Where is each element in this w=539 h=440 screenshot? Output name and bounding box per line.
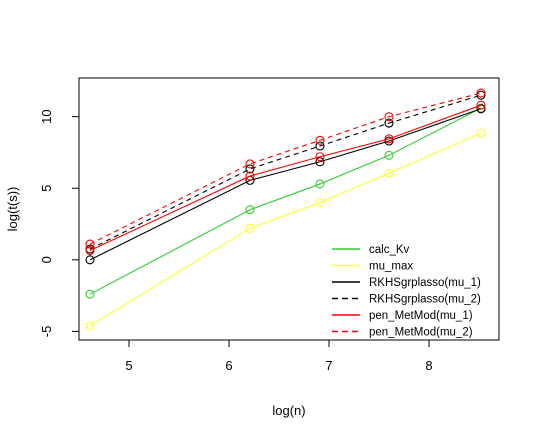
legend-label: RKHSgrplasso(mu_1) (369, 277, 481, 289)
data-point (384, 134, 394, 144)
x-axis-label: log(n) (272, 403, 305, 418)
data-point (476, 88, 486, 98)
data-point (315, 135, 325, 145)
series-5 (85, 88, 486, 249)
data-point (315, 152, 325, 162)
data-point (384, 150, 394, 160)
x-tick-label: 5 (125, 358, 132, 373)
y-tick-label: 10 (39, 109, 54, 123)
data-point (85, 245, 95, 256)
data-point (315, 141, 325, 151)
series-line (89, 104, 482, 252)
series-2 (85, 104, 486, 265)
y-tick-label: 0 (39, 256, 54, 263)
series-line (89, 94, 482, 250)
series-layer (85, 88, 486, 331)
data-point (476, 128, 486, 138)
series-line (89, 132, 482, 327)
legend-label: mu_max (369, 261, 413, 273)
data-point (245, 171, 255, 181)
data-point (245, 164, 255, 174)
data-point (245, 205, 255, 215)
data-point (85, 239, 95, 249)
data-point (315, 179, 325, 189)
data-point (245, 159, 255, 169)
legend-label: RKHSgrplasso(mu_2) (369, 294, 481, 306)
data-point (85, 289, 95, 299)
legend-label: pen_MetMod(mu_2) (369, 327, 473, 339)
series-4 (85, 100, 486, 256)
x-axis: 5 6 7 8 (125, 339, 433, 373)
x-tick-label: 6 (225, 358, 232, 373)
legend: calc_Kv mu_max RKHSgrplasso(mu_1) RKHSgrpla… (332, 244, 481, 339)
y-axis-label: log(t(s)) (5, 187, 20, 232)
y-tick-label: -5 (39, 326, 54, 338)
data-point (85, 321, 95, 331)
data-point (384, 168, 394, 178)
legend-label: pen_MetMod(mu_1) (369, 310, 473, 322)
y-axis: -5 0 5 10 (39, 109, 80, 338)
legend-label: calc_Kv (369, 244, 410, 256)
data-point (384, 118, 394, 128)
data-point (315, 157, 325, 167)
y-tick-label: 5 (39, 185, 54, 192)
data-point (315, 198, 325, 208)
x-tick-label: 8 (425, 358, 432, 373)
series-3 (85, 90, 486, 254)
series-line (89, 108, 482, 261)
data-point (476, 104, 486, 114)
data-point (384, 112, 394, 122)
data-point (85, 255, 95, 265)
series-1 (85, 128, 486, 331)
series-line (89, 92, 482, 245)
data-point (476, 100, 486, 110)
x-tick-label: 7 (325, 358, 332, 373)
series-0 (85, 103, 486, 299)
series-line (89, 107, 482, 295)
data-point (245, 223, 255, 233)
